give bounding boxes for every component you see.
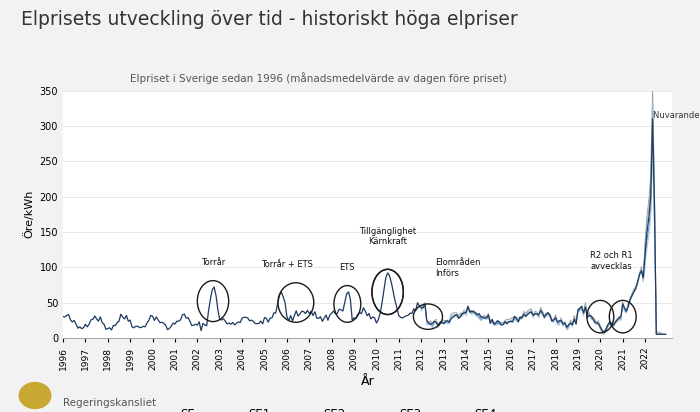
SE bbox=[662, 332, 670, 337]
SE4 bbox=[466, 307, 474, 312]
Title: Elpriset i Sverige sedan 1996 (månadsmedelvärde av dagen före priset): Elpriset i Sverige sedan 1996 (månadsmed… bbox=[130, 73, 507, 84]
SE2 bbox=[570, 316, 578, 321]
SE bbox=[648, 117, 657, 122]
SE3 bbox=[466, 309, 474, 314]
X-axis label: År: År bbox=[360, 375, 374, 389]
Text: Elområden
Införs: Elområden Införs bbox=[435, 258, 480, 278]
SE1 bbox=[662, 332, 670, 337]
SE3 bbox=[510, 315, 519, 320]
Y-axis label: Öre/kWh: Öre/kWh bbox=[23, 190, 34, 239]
Text: ETS: ETS bbox=[340, 263, 355, 272]
SE3 bbox=[570, 315, 578, 320]
Text: Tillgänglighet
Kärnkraft: Tillgänglighet Kärnkraft bbox=[359, 227, 416, 246]
SE3 bbox=[624, 302, 633, 307]
SE bbox=[221, 319, 230, 324]
SE2 bbox=[662, 332, 670, 337]
SE bbox=[570, 317, 578, 322]
SE bbox=[624, 304, 633, 309]
Line: SE4: SE4 bbox=[421, 91, 666, 334]
SE4 bbox=[662, 332, 670, 337]
SE bbox=[466, 310, 474, 315]
Text: Regeringskansliet: Regeringskansliet bbox=[63, 398, 156, 408]
Line: SE: SE bbox=[63, 119, 666, 334]
Text: R2 och R1
avvecklas: R2 och R1 avvecklas bbox=[590, 251, 633, 271]
Legend: SE, SE1, SE2, SE3, SE4: SE, SE1, SE2, SE3, SE4 bbox=[136, 403, 501, 412]
SE2 bbox=[624, 303, 633, 308]
SE bbox=[59, 314, 67, 319]
Line: SE3: SE3 bbox=[421, 101, 666, 334]
SE3 bbox=[662, 332, 670, 337]
Text: Torrår: Torrår bbox=[201, 258, 225, 267]
SE4 bbox=[510, 314, 519, 319]
SE bbox=[146, 313, 155, 318]
SE bbox=[510, 314, 519, 319]
Line: SE1: SE1 bbox=[421, 152, 666, 334]
SE bbox=[652, 332, 661, 337]
SE4 bbox=[570, 313, 578, 318]
Text: Elprisets utveckling över tid - historiskt höga elpriser: Elprisets utveckling över tid - historis… bbox=[21, 10, 518, 29]
SE2 bbox=[510, 316, 519, 321]
Circle shape bbox=[19, 382, 50, 409]
SE1 bbox=[466, 310, 474, 315]
SE1 bbox=[510, 317, 519, 322]
Text: Nuvarande ansträngda: Nuvarande ansträngda bbox=[653, 111, 700, 120]
SE2 bbox=[466, 309, 474, 314]
SE1 bbox=[624, 303, 633, 308]
Text: Torrår + ETS: Torrår + ETS bbox=[261, 260, 313, 269]
Line: SE2: SE2 bbox=[421, 136, 666, 334]
SE1 bbox=[570, 316, 578, 321]
SE4 bbox=[624, 300, 633, 305]
